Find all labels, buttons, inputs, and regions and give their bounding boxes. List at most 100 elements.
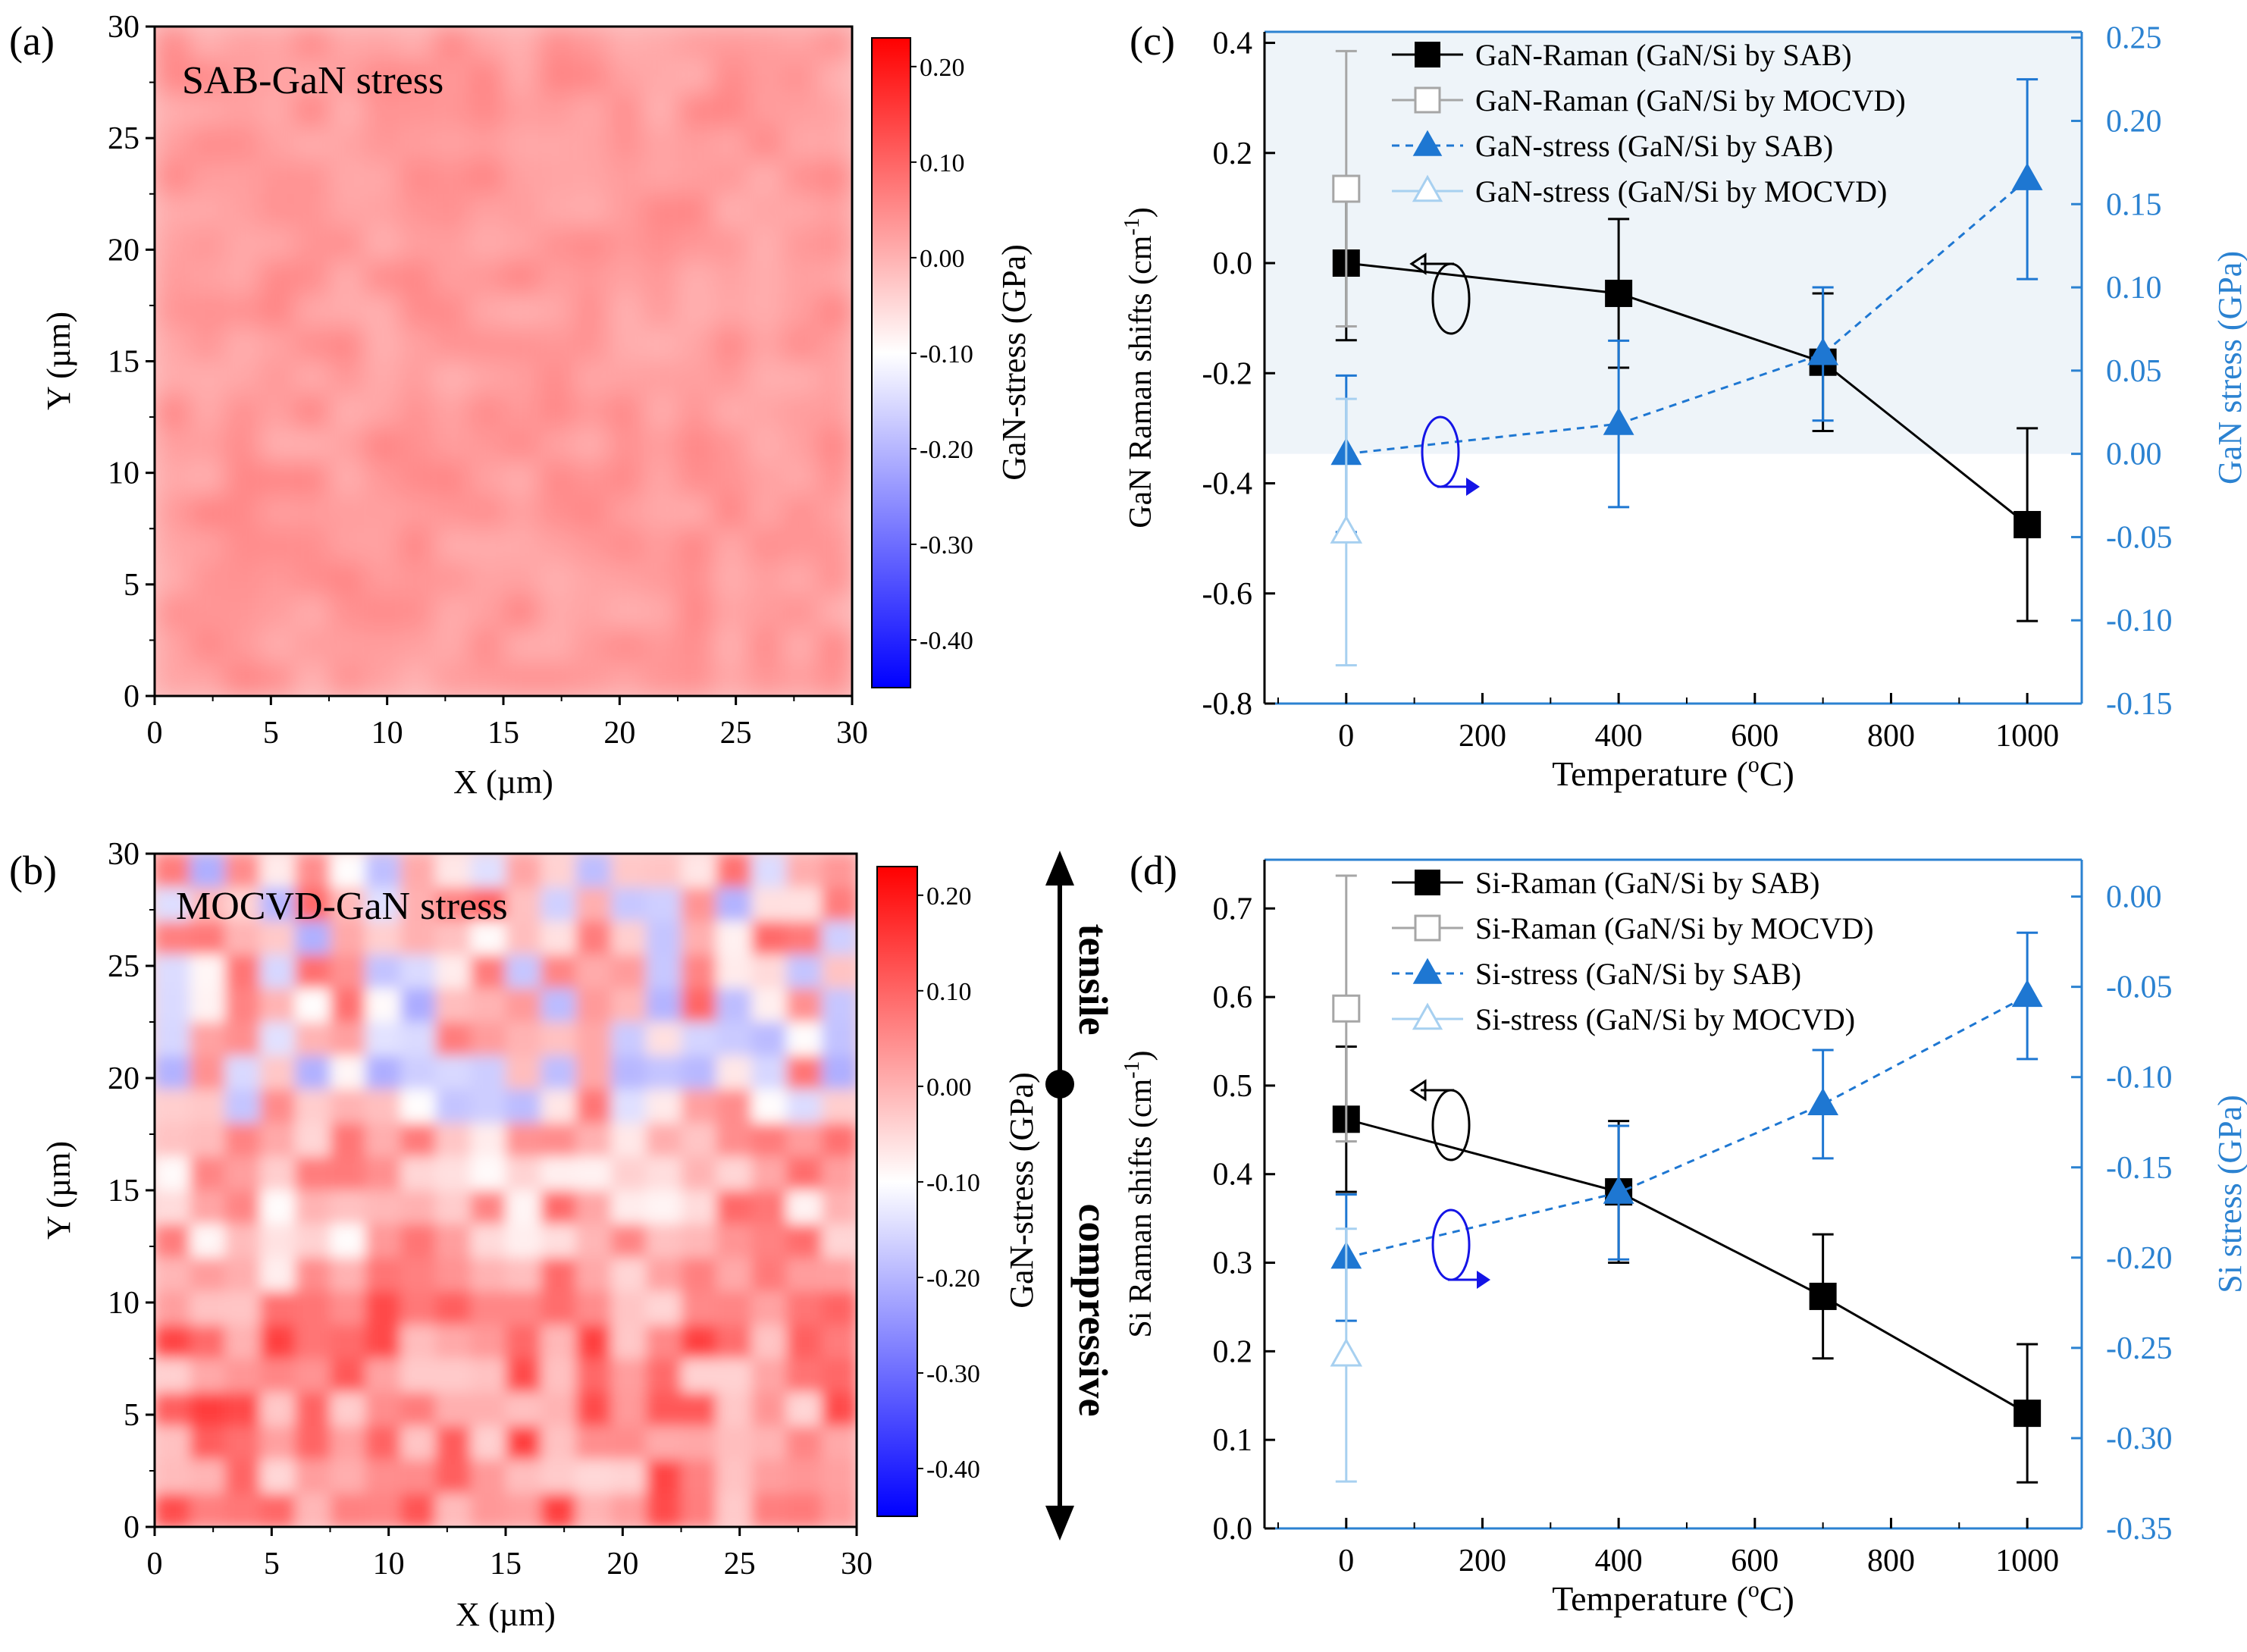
heatmap-cell	[503, 27, 539, 61]
heatmap-cell	[610, 1493, 647, 1527]
heatmap-cell	[434, 160, 469, 195]
heatmap-cell	[610, 1459, 647, 1494]
y-tick-label: 0.4	[1213, 27, 1253, 61]
heatmap-cell	[364, 361, 400, 396]
heatmap-cell	[747, 227, 783, 262]
heatmap-cell	[330, 1190, 366, 1225]
heatmap-cell	[329, 160, 365, 195]
heatmap-cell	[643, 495, 678, 530]
colorbar-tick-label: 0.10	[926, 978, 972, 1006]
heatmap-cell	[155, 294, 190, 329]
heatmap-cell	[646, 955, 682, 989]
heatmap-cell	[470, 1022, 506, 1057]
heatmap-cell	[259, 1123, 296, 1158]
heatmap-cell	[330, 988, 366, 1023]
x-tick-label: 600	[1731, 1544, 1778, 1578]
heatmap-cell	[643, 127, 678, 161]
heatmap-cell	[400, 887, 437, 922]
heatmap-cell	[573, 495, 609, 530]
heatmap-cell	[782, 595, 818, 630]
heatmap-cell	[751, 1324, 788, 1359]
heatmap-cell	[470, 1257, 506, 1293]
heatmap-cell	[364, 27, 400, 61]
heatmap-cell	[155, 1156, 191, 1191]
heatmap-cell	[681, 1459, 717, 1494]
heatmap-cell	[295, 955, 331, 989]
heatmap-cell	[224, 988, 261, 1023]
heatmap-cell	[435, 1190, 472, 1225]
heatmap-cell	[821, 955, 857, 989]
heatmap-cell	[503, 294, 539, 329]
y2-tick-label: -0.30	[2106, 1422, 2173, 1456]
heatmap-cell	[646, 1022, 682, 1057]
heatmap-cell	[646, 854, 682, 889]
tensile-label: tensile	[1070, 924, 1116, 1036]
heatmap-cell	[434, 528, 469, 563]
x-tick-label: 0	[1338, 1544, 1354, 1578]
x-tick-label: 800	[1867, 719, 1915, 754]
heatmap-cell	[821, 887, 857, 922]
heatmap-cell	[155, 1257, 191, 1293]
heatmap-cell	[747, 662, 783, 696]
series-2	[1330, 78, 2043, 534]
heatmap-cell	[224, 662, 260, 696]
heatmap-cell	[469, 227, 504, 262]
heatmap-cell	[155, 1123, 191, 1158]
left-arrow-head	[1409, 1079, 1427, 1102]
heatmap-cell	[259, 193, 295, 228]
x-tick-label: 5	[263, 716, 279, 751]
heatmap-cell	[155, 1055, 191, 1090]
heatmap-cell	[747, 60, 783, 95]
heatmap-cell	[541, 887, 577, 922]
heatmap-cell	[573, 193, 609, 228]
heatmap-cell	[190, 920, 226, 956]
heatmap-cell	[330, 1156, 366, 1191]
heatmap-cell	[259, 988, 296, 1023]
heatmap-cell	[541, 1257, 577, 1293]
heatmap-cell	[786, 955, 823, 989]
heatmap-cell	[646, 1291, 682, 1326]
heatmap-cell	[643, 528, 678, 563]
heatmap-cell	[259, 1224, 296, 1259]
heatmap-cell	[575, 1459, 612, 1494]
heatmap-cell	[470, 920, 506, 956]
heatmap-cell	[610, 1156, 647, 1191]
heatmap-cell	[681, 988, 717, 1023]
heatmap-cell	[399, 461, 434, 497]
heatmap-cell	[224, 1291, 261, 1326]
x-tick-label: 10	[371, 716, 403, 751]
heatmap-cell	[506, 1022, 542, 1057]
heatmap-cell	[434, 562, 469, 597]
heatmap-cell	[190, 1493, 226, 1527]
marker-triangle	[1603, 1176, 1634, 1204]
heatmap-cell	[155, 955, 191, 989]
annotation-zero-marker	[1045, 1070, 1074, 1099]
heatmap-cell	[538, 160, 574, 195]
heatmap-cell	[190, 328, 225, 362]
heatmap-cell	[190, 887, 226, 922]
heatmap-cell	[713, 495, 748, 530]
colorbar-tick-label: -0.20	[920, 436, 973, 464]
heatmap-cell	[329, 127, 365, 161]
heatmap-cell	[503, 595, 539, 630]
heatmap-cell	[155, 394, 190, 429]
heatmap-cell	[469, 328, 504, 362]
x-tick-label: 1000	[1995, 719, 2059, 754]
heatmap-cell	[681, 1224, 717, 1259]
heatmap-cell	[400, 988, 437, 1023]
y-tick-label: 0.6	[1213, 980, 1253, 1015]
heatmap-cell	[678, 461, 713, 497]
marker-square-open	[1414, 914, 1441, 942]
heatmap-cell	[821, 1190, 857, 1225]
heatmap-cell	[751, 988, 788, 1023]
heatmap-cell	[224, 1022, 261, 1057]
heatmap-cell	[821, 1156, 857, 1191]
y2-tick-label: -0.10	[2106, 603, 2173, 638]
panel-c: (c) 0 200 400 600 800 1000 Temperature (oC) 0.4…	[1120, 18, 2247, 793]
heatmap-cell	[751, 1291, 788, 1326]
annotation-down-arrow	[1045, 1506, 1074, 1541]
heatmap-cell	[713, 595, 748, 630]
heatmap-cell	[573, 461, 609, 497]
heatmap-cell	[435, 988, 472, 1023]
heatmap-cell	[506, 988, 542, 1023]
